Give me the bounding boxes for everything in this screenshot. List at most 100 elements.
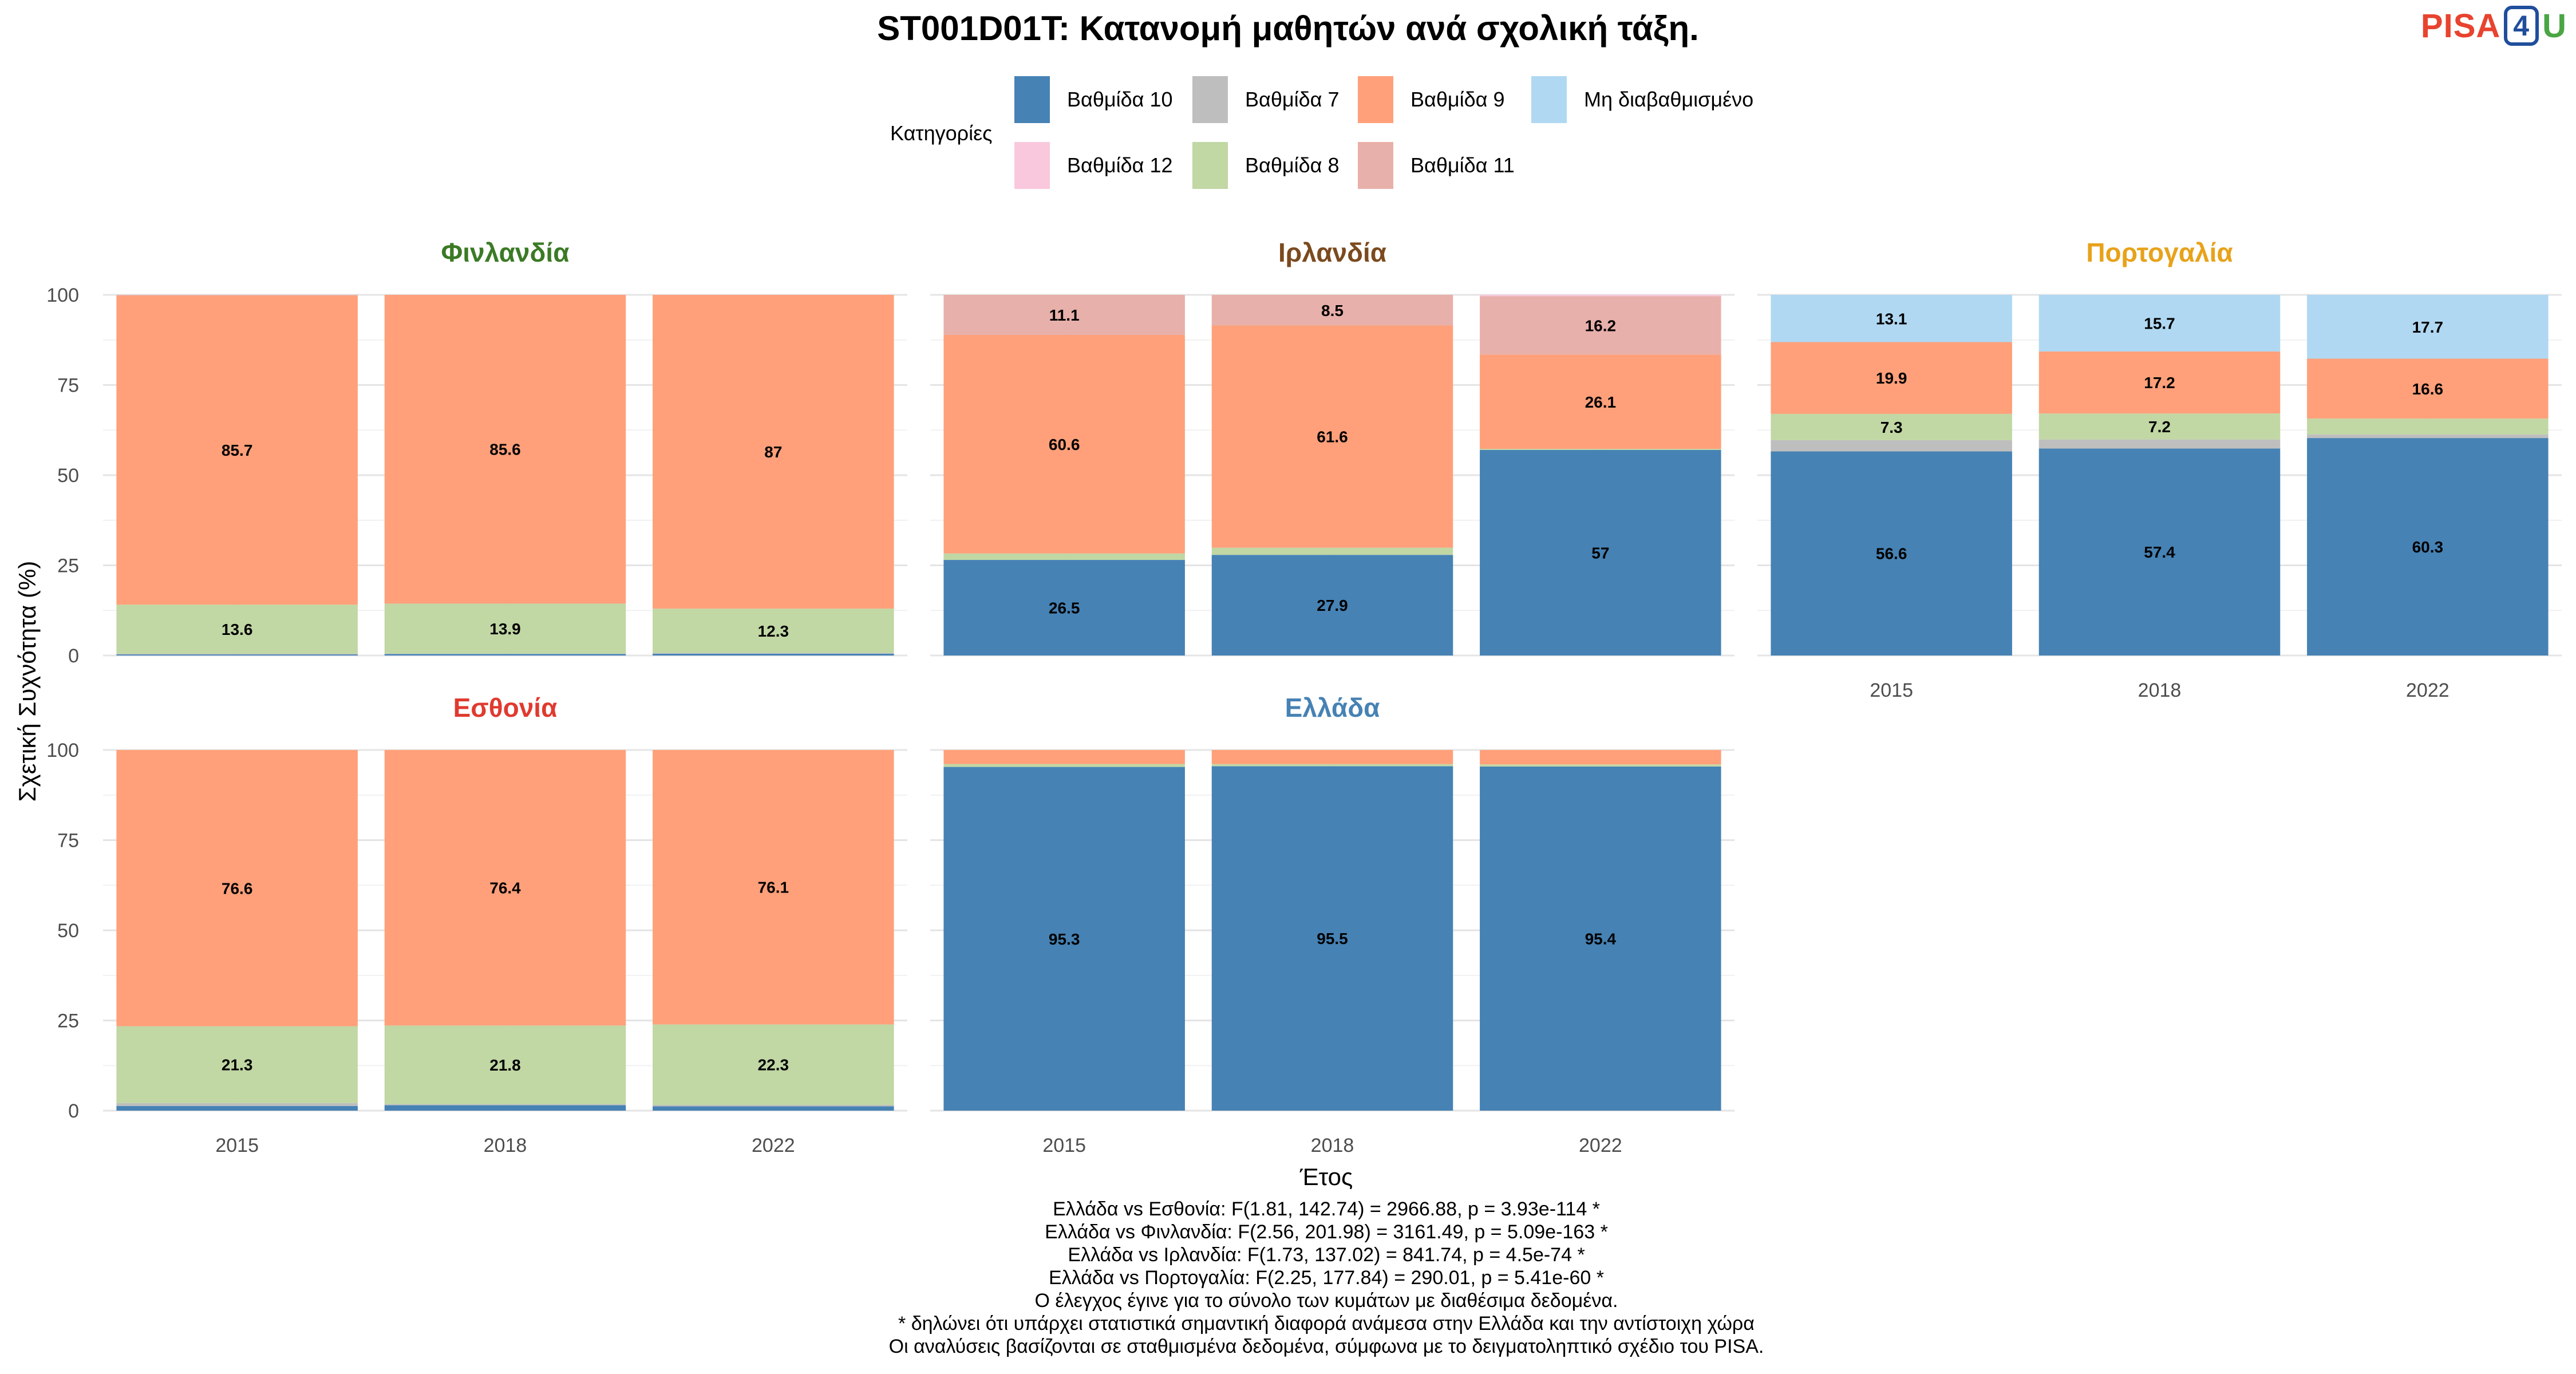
x-tick-label: 2022 [1579,1135,1622,1156]
legend-swatch-ungraded [1531,76,1567,123]
bar-segment-g9 [116,750,358,1026]
bar-segment-g7 [2038,439,2281,449]
legend-label-g12: Βαθμίδα 12 [1067,153,1172,177]
bar-segment-g9 [384,295,626,604]
bar-segment-g7 [653,1104,894,1107]
bar-segment-g10 [116,1105,358,1111]
y-tick-label: 25 [57,1010,79,1032]
panel-title: Φινλανδία [441,238,570,267]
data-label: 76.4 [489,879,521,897]
legend-label-g9: Βαθμίδα 9 [1411,88,1504,111]
bar-segment-g10 [943,767,1185,1111]
bar-segment-g10 [2038,448,2281,656]
bar-segment-g12 [1480,295,1721,297]
panel-3: Πορτογαλία 56.6 7.3 19.9 13.1 57.4 7.2 17.2 15.7… [1757,238,2562,701]
pisa4u-logo: PISA 4 U [2421,6,2567,46]
data-label: 26.5 [1049,599,1080,617]
data-label: 76.1 [758,879,789,897]
logo-pisa-text: PISA [2420,7,2501,45]
x-tick-label: 2018 [1311,1135,1354,1156]
y-tick-label: 75 [57,830,79,852]
y-tick-label: 50 [57,920,79,942]
data-label: 95.3 [1049,930,1080,948]
footnote-line: Ελλάδα vs Πορτογαλία: F(2.25, 177.84) = … [1049,1267,1604,1289]
bar-segment-g8 [653,1024,894,1105]
footnote-line: Ελλάδα vs Φινλανδία: F(2.56, 201.98) = 3… [1045,1221,1608,1243]
bar-segment-g10 [653,1106,894,1111]
bar-segment-g8 [1211,547,1453,555]
legend-swatch-g12 [1014,142,1050,189]
x-tick-label: 2022 [2406,680,2449,701]
bar-segment-g7 [653,653,894,654]
panel-title: Εσθονία [453,693,558,722]
bar-segment-g9 [1480,354,1721,449]
bar-segment-g9 [116,295,358,605]
data-label: 16.2 [1585,317,1617,335]
panel-title: Ιρλανδία [1278,238,1386,267]
panel-title: Ελλάδα [1285,693,1380,722]
data-label: 57 [1591,544,1609,562]
footnote-line: * δηλώνει ότι υπάρχει στατιστικά σημαντι… [898,1313,1755,1334]
panel-title: Πορτογαλία [2086,238,2233,267]
data-label: 13.1 [1876,310,1907,327]
data-label: 27.9 [1317,597,1348,614]
x-axis-label: Έτος [1299,1163,1353,1190]
bar-segment-g8 [1480,764,1721,767]
data-label: 19.9 [1876,369,1907,387]
legend-title: Κατηγορίες [890,121,993,145]
bar-segment-g9 [653,295,894,609]
x-tick-label: 2018 [484,1135,527,1156]
bar-segment-g10 [943,560,1185,656]
y-tick-label: 50 [57,465,79,487]
panel-5: Ελλάδα 95.3 95.5 95.4 2015 2018 2022 [930,693,1735,1156]
data-label: 85.7 [222,441,253,459]
footnote-line: Ελλάδα vs Εσθονία: F(1.81, 142.74) = 296… [1053,1198,1600,1220]
data-label: 87 [764,443,782,461]
bar-segment-g10 [116,654,358,656]
data-label: 26.1 [1585,393,1617,411]
data-label: 56.6 [1876,545,1907,563]
bar-segment-g11 [943,295,1185,335]
bar-segment-g10 [1211,766,1453,1111]
plot-area: Φινλανδία 0 25 50 75 100 13.6 85.7 13.9 85.6 12.3 8… [46,238,2562,1156]
bar-segment-g8 [2307,418,2549,435]
bar-segment-g8 [1211,764,1453,767]
data-label: 60.3 [2412,538,2444,556]
footnote-line: Ελλάδα vs Ιρλανδία: F(1.73, 137.02) = 84… [1068,1244,1585,1266]
bar-segment-g9 [653,750,894,1025]
bar-segment-g8 [943,553,1185,560]
bar-segment-g8 [653,609,894,653]
data-label: 15.7 [2144,314,2175,332]
legend-swatch-g7 [1192,76,1228,123]
y-tick-label: 25 [57,555,79,577]
legend-swatch-g8 [1192,142,1228,189]
data-label: 12.3 [758,622,789,640]
bar-segment-ungraded [2038,295,2281,352]
bar-segment-g9 [1211,750,1453,764]
bar-segment-g11 [1480,296,1721,355]
data-label: 21.8 [489,1056,521,1074]
data-label: 95.4 [1585,930,1617,947]
data-label: 22.3 [758,1056,789,1074]
y-tick-label: 100 [46,740,79,761]
bar-segment-g8 [943,764,1185,767]
legend-label-ungraded: Μη διαβαθμισμένο [1584,88,1753,111]
data-label: 11.1 [1049,306,1080,324]
x-tick-label: 2015 [1870,680,1913,701]
legend-label-g8: Βαθμίδα 8 [1245,153,1339,177]
y-tick-label: 0 [68,645,79,667]
bar-segment-g7 [116,1103,358,1106]
bar-segment-g10 [1771,451,2012,656]
data-label: 60.6 [1049,436,1080,453]
bar-segment-g7 [2307,434,2549,439]
y-axis-label: Σχετική Συχνότητα (%) [14,561,41,802]
bar-segment-g7 [384,1104,626,1105]
bar-segment-g8 [2038,413,2281,440]
bar-segment-g8 [116,605,358,654]
x-tick-label: 2015 [1042,1135,1086,1156]
bar-segment-g9 [1211,325,1453,548]
bar-segment-ungraded [1771,295,2012,342]
data-label: 57.4 [2144,543,2175,561]
logo-u-text: U [2542,7,2567,45]
bar-segment-g10 [384,1105,626,1111]
